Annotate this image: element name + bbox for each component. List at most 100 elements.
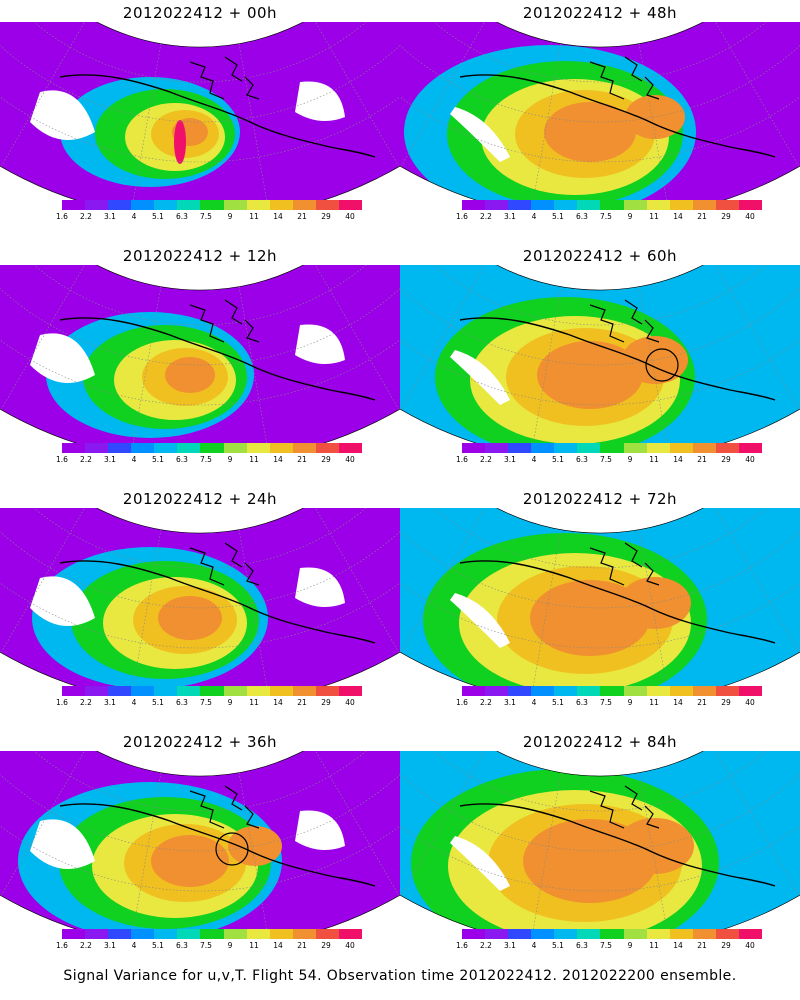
colorbar (462, 443, 763, 453)
colorbar-labels: 1.6 2.2 3.1 4 5.1 6.3 7.5 9 11 14 21 29 40 (448, 212, 768, 224)
colorbar-tick-label: 9 (627, 212, 633, 221)
colorbar-tick-label: 5.1 (552, 455, 564, 464)
colorbar-swatch (531, 929, 555, 939)
colorbar-swatch (508, 443, 532, 453)
colorbar-swatch (246, 686, 270, 696)
colorbar-swatch (62, 686, 86, 696)
colorbar-swatch (246, 200, 270, 210)
colorbar-tick-label: 40 (745, 212, 755, 221)
colorbar-tick-label: 9 (227, 212, 233, 221)
colorbar-swatch (315, 200, 339, 210)
colorbar-swatch (200, 686, 224, 696)
colorbar (462, 200, 763, 210)
panel-title: 2012022412 + 36h (122, 733, 278, 751)
figure-caption: Signal Variance for u,v,T. Flight 54. Ob… (63, 968, 737, 984)
colorbar-swatch (485, 443, 509, 453)
panel-title: 2012022412 + 84h (522, 733, 678, 751)
colorbar-swatch (646, 686, 670, 696)
colorbar-swatch (131, 686, 155, 696)
colorbar-tick-label: 29 (721, 455, 731, 464)
colorbar-tick-label: 21 (697, 212, 707, 221)
colorbar-swatch (646, 443, 670, 453)
colorbar-tick-label: 4 (531, 455, 537, 464)
colorbar-tick-label: 7.5 (200, 212, 212, 221)
colorbar-swatch (554, 200, 578, 210)
colorbar-swatch (715, 929, 739, 939)
variance-map (400, 508, 800, 688)
colorbar-tick-label: 11 (249, 698, 259, 707)
colorbar-tick-label: 29 (721, 212, 731, 221)
colorbar-swatch (485, 929, 509, 939)
colorbar-swatch (108, 443, 132, 453)
colorbar-swatch (62, 200, 86, 210)
variance-map (400, 22, 800, 202)
colorbar-tick-label: 3.1 (504, 212, 516, 221)
colorbar-swatch (131, 929, 155, 939)
colorbar-tick-label: 11 (649, 212, 659, 221)
colorbar-tick-label: 5.1 (552, 698, 564, 707)
map-panel-48h: 2012022412 + 48h 1.6 2.2 3.1 4 5.1 6.3 7.5 9 11 1… (400, 0, 800, 243)
colorbar-tick-label: 14 (673, 212, 683, 221)
panel-title: 2012022412 + 00h (122, 4, 278, 22)
colorbar-swatch (200, 443, 224, 453)
colorbar-swatch (554, 929, 578, 939)
colorbar-swatch (692, 686, 716, 696)
colorbar-tick-label: 11 (249, 212, 259, 221)
colorbar-labels: 1.6 2.2 3.1 4 5.1 6.3 7.5 9 11 14 21 29 40 (448, 698, 768, 710)
colorbar-swatch (223, 686, 247, 696)
colorbar-tick-label: 14 (273, 698, 283, 707)
colorbar-swatch (669, 929, 693, 939)
colorbar-tick-label: 11 (249, 941, 259, 950)
colorbar-swatch (600, 686, 624, 696)
variance-map (400, 751, 800, 931)
colorbar-swatch (623, 200, 647, 210)
colorbar-tick-label: 3.1 (104, 941, 116, 950)
colorbar-tick-label: 2.2 (80, 941, 92, 950)
colorbar-swatch (669, 443, 693, 453)
colorbar-swatch (508, 200, 532, 210)
colorbar-swatch (177, 200, 201, 210)
colorbar-tick-label: 2.2 (480, 212, 492, 221)
variance-map (0, 22, 400, 202)
colorbar-tick-label: 1.6 (456, 698, 468, 707)
colorbar-swatch (462, 443, 486, 453)
colorbar-swatch (462, 200, 486, 210)
colorbar-swatch (62, 443, 86, 453)
colorbar-tick-label: 4 (131, 212, 137, 221)
colorbar-labels: 1.6 2.2 3.1 4 5.1 6.3 7.5 9 11 14 21 29 40 (48, 455, 368, 467)
colorbar-swatch (577, 443, 601, 453)
colorbar-tick-label: 9 (627, 698, 633, 707)
colorbar-tick-label: 1.6 (56, 941, 68, 950)
panel-title: 2012022412 + 48h (522, 4, 678, 22)
colorbar-tick-label: 29 (321, 941, 331, 950)
colorbar-swatch (338, 443, 363, 453)
map-panel-84h: 2012022412 + 84h 1.6 2.2 3.1 4 5.1 6.3 7.5 9 11 1… (400, 729, 800, 972)
colorbar-swatch (623, 686, 647, 696)
colorbar-tick-label: 7.5 (200, 455, 212, 464)
colorbar-swatch (531, 686, 555, 696)
colorbar-swatch (554, 686, 578, 696)
colorbar-tick-label: 14 (673, 455, 683, 464)
variance-map (0, 751, 400, 931)
colorbar-swatch (692, 200, 716, 210)
colorbar (62, 443, 363, 453)
colorbar-tick-label: 4 (131, 698, 137, 707)
colorbar-tick-label: 6.3 (176, 455, 188, 464)
colorbar-swatch (269, 929, 293, 939)
colorbar-tick-label: 21 (297, 698, 307, 707)
variance-map (0, 508, 400, 688)
colorbar-swatch (338, 686, 363, 696)
colorbar-tick-label: 3.1 (504, 941, 516, 950)
colorbar-swatch (292, 929, 316, 939)
colorbar-tick-label: 2.2 (480, 455, 492, 464)
colorbar-swatch (669, 686, 693, 696)
colorbar-swatch (246, 443, 270, 453)
colorbar-tick-label: 40 (345, 941, 355, 950)
colorbar-tick-label: 14 (673, 941, 683, 950)
colorbar-swatch (646, 929, 670, 939)
colorbar-swatch (200, 929, 224, 939)
colorbar-tick-label: 9 (227, 455, 233, 464)
colorbar-tick-label: 1.6 (56, 698, 68, 707)
colorbar-labels: 1.6 2.2 3.1 4 5.1 6.3 7.5 9 11 14 21 29 40 (448, 941, 768, 953)
colorbar-tick-label: 3.1 (104, 698, 116, 707)
